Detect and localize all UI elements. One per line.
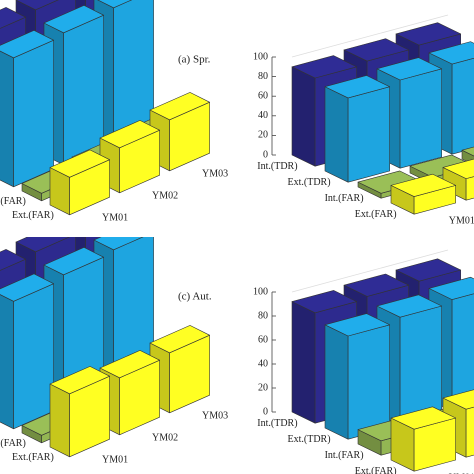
bar-top <box>99 120 160 149</box>
z-tick-label: 80 <box>258 71 268 82</box>
bar-side <box>0 50 14 188</box>
bar-top <box>324 75 390 99</box>
bar-front <box>465 176 474 201</box>
series-label: Int.(FAR) <box>325 450 364 461</box>
series-label: Int.(TDR) <box>257 161 297 172</box>
grid-line <box>291 14 449 58</box>
bar-top <box>442 389 474 410</box>
bar-top <box>376 294 442 318</box>
bar-side <box>49 383 70 458</box>
panel-title: (c) Aut. <box>178 291 212 303</box>
z-tick-label: 0 <box>263 406 268 417</box>
z-tick-label: 40 <box>258 358 268 369</box>
bar-front <box>63 14 104 166</box>
bar-top <box>0 249 26 271</box>
bar-top <box>390 406 456 430</box>
bar-top <box>291 290 357 314</box>
z-tick-label: 100 <box>253 51 268 62</box>
bar-top <box>461 146 474 157</box>
bar-front <box>451 293 474 412</box>
bar-top <box>93 237 144 251</box>
bar-top <box>97 0 133 9</box>
bar-front <box>399 68 442 169</box>
bar-top <box>15 0 59 11</box>
bar-front <box>465 406 474 458</box>
z-tick-label: 40 <box>258 110 268 121</box>
category-label: YM01 <box>102 454 128 465</box>
panel: Int.(TDR)Ext.(TDR)Int.(FAR)Ext.(FAR)YM01… <box>0 237 228 465</box>
z-tick-label: 0 <box>263 149 268 160</box>
z-tick-label: 60 <box>258 90 268 101</box>
bar-top <box>99 350 160 379</box>
category-label: YM02 <box>152 432 178 443</box>
category-label: YM01 <box>449 216 474 227</box>
bar-front <box>451 57 474 155</box>
series-label: Int.(FAR) <box>325 193 364 204</box>
bar-top <box>49 366 110 395</box>
bar-side <box>0 294 14 430</box>
bar-side <box>324 324 349 440</box>
bar-top <box>149 92 210 121</box>
bar-front <box>347 324 390 440</box>
z-tick-label: 20 <box>258 382 268 393</box>
series-label: Int.(TDR) <box>257 418 297 429</box>
bar-top <box>0 273 54 302</box>
series-label: Ext.(TDR) <box>288 177 331 188</box>
series-label: Int.(FAR) <box>0 438 26 449</box>
bar-top <box>43 247 104 276</box>
bar-top <box>409 154 474 178</box>
bar-top <box>428 41 474 65</box>
bar-top <box>395 22 461 46</box>
bar-front <box>399 305 442 426</box>
category-label: YM01 <box>102 212 128 223</box>
bar-front <box>13 283 54 430</box>
z-tick-label: 20 <box>258 130 268 141</box>
series-label: Ext.(FAR) <box>12 452 54 463</box>
bar-top <box>149 325 210 354</box>
category-label: YM03 <box>202 410 228 421</box>
bar-side <box>291 301 316 424</box>
series-label: Ext.(FAR) <box>355 466 397 474</box>
bar-top <box>324 313 390 337</box>
bar-top <box>0 7 26 29</box>
z-tick-label: 60 <box>258 334 268 345</box>
series-label: Int.(FAR) <box>0 196 26 207</box>
bar-top <box>428 276 474 300</box>
panel: Int.(TDR)Ext.(TDR)Int.(FAR)Ext.(FAR)YM01… <box>0 0 228 223</box>
bar-front <box>347 86 390 183</box>
bar-top <box>442 158 474 179</box>
category-label: YM03 <box>202 168 228 179</box>
bar-side <box>324 86 349 183</box>
bar-front <box>13 39 54 188</box>
series-label: Ext.(FAR) <box>12 210 54 221</box>
series-label: Ext.(FAR) <box>355 209 397 220</box>
bar-top <box>343 38 409 62</box>
bar-top <box>376 57 442 81</box>
bar-top <box>43 5 104 34</box>
bar-top <box>0 30 54 59</box>
category-label: YM02 <box>152 190 178 201</box>
bar-top <box>343 273 409 297</box>
panel: 0 20 40 60 80 100 Int.(TDR) Ext.(TDR) Int.(FAR) E… <box>253 14 474 227</box>
bar-side <box>291 66 316 167</box>
bar-top <box>291 55 357 79</box>
z-tick-label: 80 <box>258 310 268 321</box>
panel-title: (a) Spr. <box>178 54 211 66</box>
category-label: YM01 <box>449 473 474 474</box>
bar-top <box>49 149 110 178</box>
z-tick-label: 100 <box>253 286 268 297</box>
bar-top <box>395 258 461 282</box>
panel: 0 20 40 60 80 100 Int.(TDR) Ext.(TDR) Int.(FAR) E… <box>253 249 474 474</box>
bar-top <box>390 173 456 197</box>
grid-line <box>291 249 449 293</box>
series-label: Ext.(TDR) <box>288 434 331 445</box>
bar-top <box>15 237 70 253</box>
